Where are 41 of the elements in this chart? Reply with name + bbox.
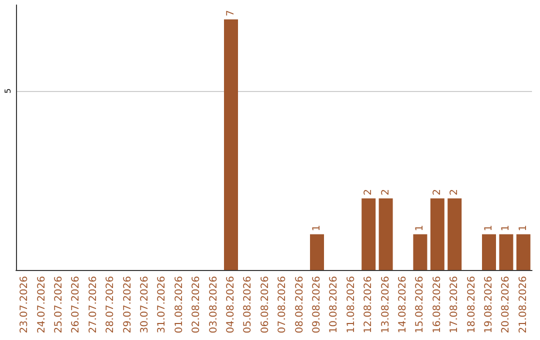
data-label: 1 <box>500 224 512 232</box>
x-tick-label: 23.07.2026 <box>19 276 30 334</box>
x-tick-label: 18.08.2026 <box>466 276 478 334</box>
x-tick-label: 19.08.2026 <box>484 276 494 334</box>
x-tick-label: 29.07.2026 <box>122 276 134 334</box>
x-tick-label: 06.08.2026 <box>260 276 271 334</box>
data-label: 7 <box>226 10 236 16</box>
x-tick-label: 04.08.2026 <box>226 276 236 334</box>
data-label: 1 <box>484 224 494 232</box>
x-tick-label: 09.08.2026 <box>312 276 322 334</box>
x-tick-label: 24.07.2026 <box>36 276 48 334</box>
y-tick-label: 5 <box>4 88 12 94</box>
x-tick-label: 08.08.2026 <box>294 276 306 334</box>
data-label: 2 <box>449 189 460 196</box>
x-tick-label: 31.07.2026 <box>156 276 168 334</box>
x-tick-label: 28.07.2026 <box>105 276 116 334</box>
data-label: 2 <box>380 189 392 196</box>
x-tick-label: 27.07.2026 <box>88 276 99 334</box>
x-tick-label: 17.08.2026 <box>449 276 460 334</box>
x-tick-label: 01.08.2026 <box>174 276 185 334</box>
x-tick-label: 05.08.2026 <box>242 276 254 334</box>
x-tick-label: 15.08.2026 <box>414 276 426 334</box>
x-tick-label: 03.08.2026 <box>208 276 220 334</box>
data-label: 2 <box>363 189 374 196</box>
x-tick-label: 02.08.2026 <box>191 276 202 334</box>
data-label: 1 <box>414 224 426 232</box>
x-tick-label: 25.07.2026 <box>54 276 64 334</box>
x-tick-label: 16.08.2026 <box>432 276 443 334</box>
x-tick-label: 13.08.2026 <box>380 276 392 334</box>
x-tick-label: 07.08.2026 <box>277 276 288 334</box>
x-tick-label: 30.07.2026 <box>140 276 150 334</box>
data-label: 1 <box>518 224 529 232</box>
data-label: 2 <box>432 189 443 196</box>
x-tick-label: 14.08.2026 <box>398 276 408 334</box>
x-tick-label: 20.08.2026 <box>500 276 512 334</box>
data-label: 1 <box>312 224 322 232</box>
x-tick-label: 12.08.2026 <box>363 276 374 334</box>
x-tick-label: 26.07.2026 <box>70 276 82 334</box>
x-tick-label: 10.08.2026 <box>328 276 340 334</box>
x-tick-label: 21.08.2026 <box>518 276 529 334</box>
x-tick-label: 11.08.2026 <box>346 276 357 334</box>
